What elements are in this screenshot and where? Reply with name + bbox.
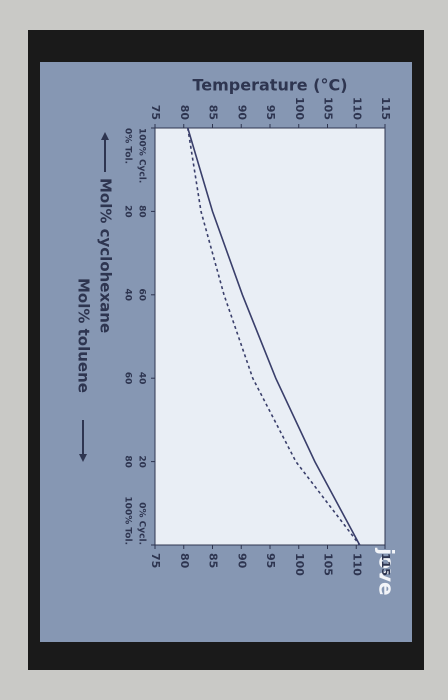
arrow-head [101,132,109,140]
x-tick-label: 60 [137,289,147,302]
y-axis-title: Temperature (°C) [192,76,347,95]
y-tick-label: 95 [264,105,277,120]
y2-tick-label: 115 [379,553,392,576]
y2-tick-label: 75 [149,553,162,568]
chart: 75 80 85 90 95 100 105 110 115 75 80 85 90 95 100 105 11… [75,76,393,577]
x2-axis-title: Mol% toluene [75,278,93,393]
y-tick-label: 75 [149,105,162,120]
brand-logo: jove [375,547,399,595]
y2-tick-label: 85 [207,553,220,568]
y2-tick-label: 110 [350,553,363,576]
x2-tick-label: 80 [123,455,133,468]
x-tick-label: 40 [137,372,147,385]
x2-tick-label: 100% Tol. [123,496,133,545]
x2-tick-label: 40 [123,289,133,302]
y-tick-label: 105 [322,97,335,120]
x-tick-label: 0% Cycl. [137,502,147,545]
y2-tick-label: 80 [178,553,191,569]
x2-tick-label: 0% Tol. [123,128,133,164]
x-tick-label: 100% Cycl. [137,128,147,183]
plot-area [154,127,386,546]
y-tick-label: 85 [207,105,220,120]
y2-tick-label: 95 [264,553,277,568]
x-axis-title: Mol% cyclohexane [97,178,115,333]
series-line [187,127,361,546]
y-tick-label: 115 [379,97,392,120]
y2-tick-label: 105 [322,553,335,576]
y-tick-label: 110 [350,97,363,120]
x2-tick-label: 60 [123,372,133,385]
x-tick-label: 80 [137,205,147,218]
y2-tick-label: 100 [293,553,306,576]
x2-tick-label: 20 [123,205,133,218]
y-tick-label: 90 [235,105,248,121]
x-tick-label: 20 [137,455,147,468]
y-tick-label: 100 [293,97,306,120]
arrow-head [79,454,87,462]
y2-tick-label: 90 [235,553,248,569]
y-tick-label: 80 [178,105,191,121]
